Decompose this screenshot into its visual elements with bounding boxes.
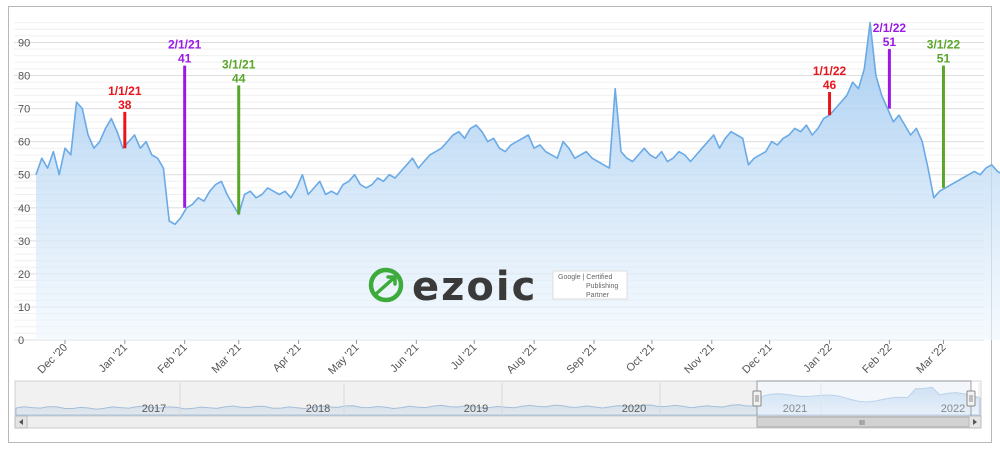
annotation-date: 1/1/22 bbox=[813, 64, 847, 78]
x-tick-label: Mar '21 bbox=[210, 342, 244, 376]
annotation-value: 51 bbox=[883, 35, 897, 49]
x-tick-label: Dec '21 bbox=[740, 342, 775, 377]
x-tick-label: Nov '21 bbox=[682, 342, 717, 377]
y-tick-label: 60 bbox=[18, 137, 30, 149]
navigator-year-label: 2018 bbox=[306, 403, 330, 415]
chevron-left-icon bbox=[19, 419, 23, 425]
navigator-year-label: 2021 bbox=[783, 403, 807, 415]
series-line bbox=[35, 21, 1000, 226]
area-layer bbox=[35, 21, 1000, 340]
x-tick-label: Jan '21 bbox=[97, 342, 130, 375]
x-tick-label: Oct '21 bbox=[624, 342, 657, 375]
series-area bbox=[36, 22, 1000, 340]
badge-line-2: Publishing bbox=[586, 283, 618, 290]
x-tick-label: Aug '21 bbox=[505, 342, 540, 377]
x-tick-label: Sep '21 bbox=[564, 342, 599, 377]
annotation-value: 44 bbox=[232, 71, 246, 85]
annotation-value: 38 bbox=[118, 98, 132, 112]
x-tick-label: Feb '21 bbox=[156, 342, 190, 376]
x-tick-label: Dec '20 bbox=[35, 342, 70, 377]
navigator-year-label: 2017 bbox=[142, 403, 166, 415]
navigator-year-label: 2022 bbox=[941, 403, 965, 415]
annotation-value: 46 bbox=[823, 78, 837, 92]
navigator[interactable]: 2017 2018 2019 2020 2021 2022 bbox=[14, 380, 982, 417]
ezoic-logo-icon bbox=[368, 267, 404, 303]
y-tick-label: 80 bbox=[18, 71, 30, 83]
navigator-year-label: 2019 bbox=[464, 403, 488, 415]
x-tick-label: Jul '21 bbox=[449, 342, 480, 373]
navigator-years: 2017 2018 2019 2020 2021 2022 bbox=[142, 383, 980, 415]
ezoic-wordmark: ezoic bbox=[412, 264, 537, 310]
y-tick-label: 20 bbox=[18, 269, 30, 281]
annotation-value: 51 bbox=[937, 52, 951, 66]
x-tick-label: Jun '21 bbox=[388, 342, 421, 375]
x-tick-label: Feb '22 bbox=[860, 342, 894, 376]
y-tick-label: 50 bbox=[18, 170, 30, 182]
navigator-mask-left bbox=[15, 381, 757, 416]
annotation-value: 41 bbox=[178, 52, 192, 66]
navigator-handle-right[interactable] bbox=[966, 390, 976, 407]
certified-badge bbox=[552, 270, 628, 300]
badge-line-3: Partner bbox=[586, 292, 610, 299]
navigator-handle-left[interactable] bbox=[752, 390, 762, 407]
annotation-date: 3/1/21 bbox=[222, 57, 256, 71]
navigator-year-label: 2020 bbox=[622, 403, 646, 415]
annotation-date: 1/1/21 bbox=[108, 84, 142, 98]
y-tick-label: 10 bbox=[18, 302, 30, 314]
ezoic-watermark: ezoic Google | Certified Publishing Part… bbox=[368, 264, 628, 310]
badge-line-1: Google | Certified bbox=[558, 274, 612, 281]
chevron-right-icon bbox=[973, 419, 977, 425]
y-tick-label: 90 bbox=[18, 37, 30, 49]
y-tick-label: 70 bbox=[18, 104, 30, 116]
scrollbar-grip: III bbox=[859, 420, 865, 427]
annotation-date: 2/1/22 bbox=[873, 21, 907, 35]
y-axis: 0 10 20 30 40 50 60 70 80 90 bbox=[18, 37, 30, 347]
y-tick-label: 0 bbox=[18, 335, 24, 347]
y-tick-label: 40 bbox=[18, 203, 30, 215]
annotation-date: 2/1/21 bbox=[168, 38, 202, 52]
scrollbar[interactable]: III bbox=[14, 415, 982, 429]
x-tick-label: May '21 bbox=[326, 342, 361, 377]
navigator-selected-range[interactable] bbox=[756, 380, 972, 417]
y-tick-label: 30 bbox=[18, 236, 30, 248]
x-tick-label: Jan '22 bbox=[801, 342, 834, 375]
x-axis: Dec '20 Jan '21 Feb '21 Mar '21 Apr '21 May '… bbox=[35, 340, 949, 377]
annotation-date: 3/1/22 bbox=[927, 38, 961, 52]
x-tick-label: Apr '21 bbox=[271, 342, 304, 375]
x-tick-label: Mar '22 bbox=[914, 342, 948, 376]
